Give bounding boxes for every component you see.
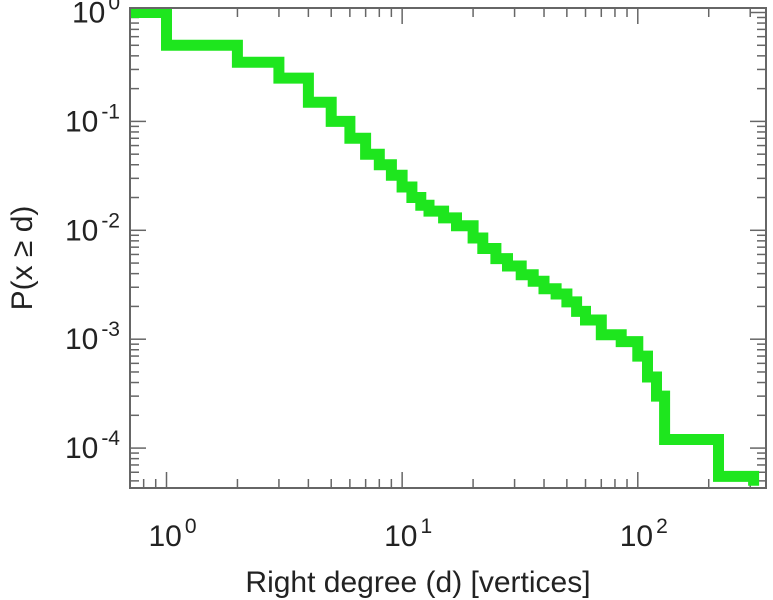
x-tick-label: 10 0 (148, 515, 196, 553)
y-tick-label: 10 0 (72, 0, 120, 30)
y-tick-label: 10 -1 (65, 100, 120, 138)
plot-frame (129, 7, 767, 489)
y-axis-title: P(x ≥ d) (6, 206, 39, 311)
axis-ticks (129, 8, 766, 488)
series-layer (130, 7, 760, 486)
y-tick-label: 10 -2 (65, 209, 120, 247)
series-line-ccdf (130, 7, 760, 486)
y-tick-label: 10 -3 (65, 318, 120, 356)
x-tick-label: 10 2 (620, 515, 668, 553)
x-tick-label: 10 1 (384, 515, 432, 553)
x-axis-title: Right degree (d) [vertices] (245, 566, 590, 599)
y-tick-label: 10 -4 (65, 427, 120, 465)
tick-labels: 10 0 10 1 10 2 10 0 10 -1 10 -2 10 -3 10 -4 (65, 0, 668, 553)
